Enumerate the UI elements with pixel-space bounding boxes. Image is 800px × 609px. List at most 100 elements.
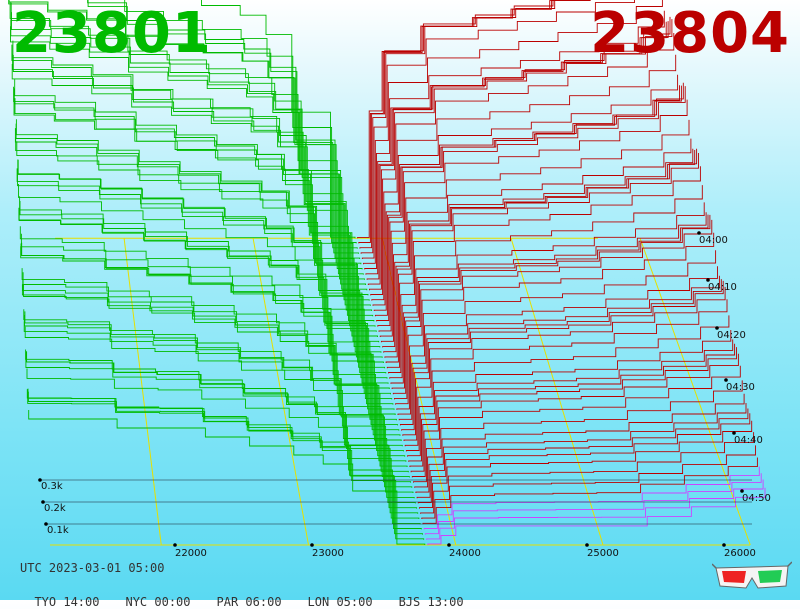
ask-line-2 [424, 473, 762, 535]
time-tick-label-5: 04:50 [742, 493, 771, 504]
time-tick-dot-4 [732, 431, 736, 435]
ask-line-23 [399, 279, 722, 426]
ask-line-25 [397, 266, 718, 415]
bid-line-46 [12, 53, 371, 306]
bid-line-20 [21, 242, 402, 441]
ask-line-19 [404, 315, 730, 447]
bid-line-40 [14, 79, 378, 337]
bid-line-25 [19, 201, 396, 415]
x-tick-dot-0 [173, 543, 177, 547]
bid-line-5 [26, 368, 420, 519]
timezone-bjs: BJS 13:00 [398, 595, 464, 609]
bid-line-4 [26, 389, 421, 525]
ask-line-17 [407, 339, 734, 457]
x-tick-label-2: 24000 [449, 548, 481, 559]
bid-line-42 [13, 100, 376, 327]
time-tick-label-4: 04:40 [734, 435, 763, 446]
ask-line-16 [408, 343, 736, 462]
ask-line-0 [427, 487, 766, 545]
ask-line-40 [379, 119, 690, 337]
bid-line-38 [14, 128, 381, 348]
bid-line-23 [20, 246, 399, 426]
ask-line-36 [384, 148, 698, 358]
bid-line-7 [25, 351, 418, 509]
time-tick-label-1: 04:10 [708, 282, 737, 293]
bid-line-50 [10, 2, 367, 285]
timezone-par: PAR 06:00 [216, 595, 282, 609]
ask-line-12 [413, 380, 743, 483]
depth-tick-dot-2 [38, 478, 42, 482]
ask-line-58 [358, 0, 591, 244]
bid-line-43 [13, 86, 375, 322]
ask-line-10 [415, 403, 747, 493]
bid-line-45 [12, 40, 373, 311]
ask-line-1 [426, 479, 764, 540]
ask-line-41 [378, 99, 688, 332]
bid-line-54 [87, 0, 362, 265]
bid-line-27 [18, 208, 394, 405]
ask-line-50 [367, 16, 671, 285]
ask-line-21 [402, 286, 726, 436]
time-tick-dot-0 [697, 231, 701, 235]
ask-line-30 [391, 214, 709, 389]
bid-line-37 [15, 137, 382, 353]
axis-layer: 0.1k 0.2k 0.3k 22000 23000 24000 25000 26000 04:… [38, 231, 771, 559]
ask-line-28 [394, 219, 713, 400]
bid-line-1 [27, 391, 425, 540]
ask-line-24 [398, 275, 720, 421]
depth-tick-dot-1 [41, 500, 45, 504]
series-layer [8, 0, 766, 545]
bid-line-10 [24, 326, 414, 493]
depth-tick-label-0: 0.1k [47, 525, 69, 536]
floor-line-4 [639, 238, 751, 546]
utc-timestamp: UTC 2023-03-01 05:00 [20, 561, 165, 575]
bid-line-24 [19, 226, 397, 421]
ask-line-26 [396, 250, 717, 410]
ask-line-6 [420, 432, 755, 514]
ask-line-54 [363, 0, 663, 265]
ask-line-47 [371, 54, 677, 301]
bid-line-0 [28, 410, 426, 545]
x-tick-label-3: 25000 [587, 548, 619, 559]
bid-line-36 [15, 123, 383, 358]
bid-line-3 [27, 394, 422, 530]
bid-line-18 [21, 284, 404, 452]
bid-line-2 [27, 388, 423, 535]
time-tick-dot-2 [715, 326, 719, 330]
ask-line-22 [401, 280, 724, 431]
ask-line-4 [422, 457, 758, 525]
ask-line-9 [416, 408, 749, 499]
ask-line-48 [370, 33, 675, 296]
timezone-tyo: TYO 14:00 [34, 595, 100, 609]
ask-line-8 [417, 413, 751, 504]
ask-line-39 [380, 138, 692, 343]
timezone-row: TYO 14:00 NYC 00:00 PAR 06:00 LON 05:00 BJS … [20, 581, 490, 609]
x-tick-label-4: 26000 [724, 548, 756, 559]
floor-line-0 [123, 238, 162, 546]
x-tick-label-0: 22000 [175, 548, 207, 559]
time-tick-label-2: 04:20 [717, 330, 746, 341]
ask-line-46 [372, 74, 679, 306]
ask-line-13 [411, 365, 741, 478]
3d-glasses-icon[interactable] [712, 560, 792, 592]
floor-line-1 [252, 238, 310, 546]
bid-line-41 [13, 88, 377, 332]
bid-line-47 [11, 64, 370, 301]
ask-line-14 [410, 353, 739, 473]
ask-line-55 [361, 0, 635, 259]
bid-line-21 [20, 233, 401, 436]
timezone-lon: LON 05:00 [307, 595, 373, 609]
depth-tick-label-2: 0.3k [41, 481, 63, 492]
timezone-nyc: NYC 00:00 [125, 595, 191, 609]
ask-line-53 [364, 10, 665, 270]
time-tick-dot-5 [740, 489, 744, 493]
bid-line-35 [15, 119, 384, 363]
depth-tick-label-1: 0.2k [44, 503, 66, 514]
ask-line-35 [385, 153, 699, 363]
floor-grid [50, 237, 751, 546]
bid-line-15 [23, 284, 408, 467]
ask-line-57 [359, 0, 554, 249]
bid-line-44 [12, 55, 374, 317]
bid-line-8 [25, 358, 416, 504]
